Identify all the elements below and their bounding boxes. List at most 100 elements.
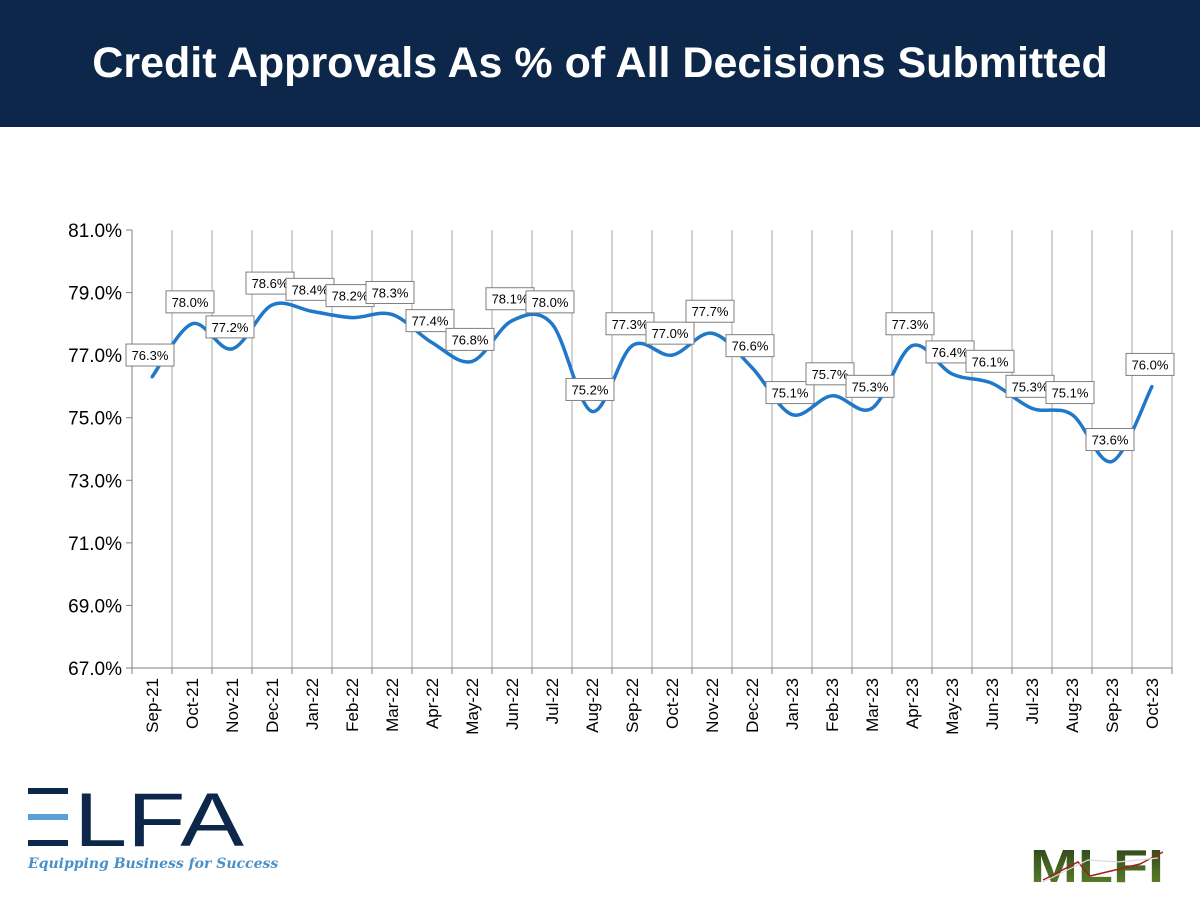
data-label-box: [1045, 381, 1095, 405]
y-tick-label: 69.0%: [68, 596, 122, 617]
data-point: [830, 394, 834, 398]
data-point: [990, 381, 994, 385]
x-tick-label: Jan-22: [303, 678, 322, 730]
data-point: [630, 344, 634, 348]
x-tick-label: Nov-22: [703, 678, 722, 733]
data-point: [270, 303, 274, 307]
data-label: 75.3%: [852, 379, 889, 394]
y-tick-label: 67.0%: [68, 659, 122, 680]
data-label: 77.3%: [892, 317, 929, 332]
data-label: 75.1%: [1052, 386, 1089, 401]
data-label: 76.8%: [452, 332, 489, 347]
x-tick-label: Aug-22: [583, 678, 602, 733]
x-tick-label: Jul-23: [1023, 678, 1042, 724]
data-point: [150, 375, 154, 379]
x-tick-label: Oct-21: [183, 678, 202, 729]
data-label: 76.1%: [972, 354, 1009, 369]
x-tick-label: Jun-22: [503, 678, 522, 730]
x-tick-label: Oct-22: [663, 678, 682, 729]
x-tick-label: Feb-23: [823, 678, 842, 732]
data-label: 73.6%: [1092, 433, 1129, 448]
data-label: 78.2%: [332, 289, 369, 304]
data-label: 78.4%: [292, 282, 329, 297]
x-tick-label: Jan-23: [783, 678, 802, 730]
x-tick-label: May-23: [943, 678, 962, 735]
x-tick-label: Sep-22: [623, 678, 642, 733]
data-label: 77.7%: [692, 304, 729, 319]
svg-text:MLFI: MLFI: [1030, 840, 1164, 888]
data-point: [510, 319, 514, 323]
x-tick-label: Nov-21: [223, 678, 242, 733]
data-label: 75.1%: [772, 386, 809, 401]
x-tick-label: Feb-22: [343, 678, 362, 732]
data-point: [1070, 413, 1074, 417]
data-point: [750, 366, 754, 370]
data-point: [230, 347, 234, 351]
data-label: 76.0%: [1132, 357, 1169, 372]
data-label: 78.0%: [172, 295, 209, 310]
data-point: [950, 372, 954, 376]
data-label: 78.3%: [372, 285, 409, 300]
data-point: [1030, 406, 1034, 410]
data-label-box: [525, 290, 575, 314]
elfa-logo: LFA: [28, 786, 244, 850]
data-point: [870, 406, 874, 410]
data-label-box: [885, 312, 935, 336]
x-tick-label: Dec-22: [743, 678, 762, 733]
y-tick-label: 71.0%: [68, 534, 122, 555]
y-tick-label: 75.0%: [68, 409, 122, 430]
data-label-box: [725, 334, 775, 358]
data-label-box: [365, 280, 415, 304]
data-label-box: [165, 290, 215, 314]
data-label-box: [685, 299, 735, 323]
x-tick-label: Apr-23: [903, 678, 922, 729]
x-tick-label: Jul-22: [543, 678, 562, 724]
x-tick-label: Jun-23: [983, 678, 1002, 730]
data-label: 78.0%: [532, 295, 569, 310]
data-point: [1150, 384, 1154, 388]
data-label-box: [965, 349, 1015, 373]
data-point: [390, 312, 394, 316]
data-label: 77.4%: [412, 314, 449, 329]
x-tick-label: Mar-22: [383, 678, 402, 732]
data-label-box: [205, 315, 255, 339]
data-label-box: [125, 343, 175, 367]
data-label-box: [645, 321, 695, 345]
data-label: 77.2%: [212, 320, 249, 335]
x-tick-label: Aug-23: [1063, 678, 1082, 733]
data-point: [710, 331, 714, 335]
mlfi-logo: MLFI: [1030, 840, 1164, 888]
x-tick-label: Sep-23: [1103, 678, 1122, 733]
data-label: 77.3%: [612, 317, 649, 332]
data-point: [310, 309, 314, 313]
data-label-box: [765, 381, 815, 405]
data-label: 76.3%: [132, 348, 169, 363]
title-banner: Credit Approvals As % of All Decisions S…: [0, 0, 1200, 127]
svg-text:LFA: LFA: [74, 786, 244, 850]
elfa-tagline: Equipping Business for Success: [28, 856, 279, 872]
y-tick-label: 77.0%: [68, 346, 122, 367]
data-label: 76.6%: [732, 339, 769, 354]
data-point: [190, 322, 194, 326]
data-label-box: [805, 362, 855, 386]
data-label: 75.7%: [812, 367, 849, 382]
data-label: 76.4%: [932, 345, 969, 360]
data-label-box: [1125, 352, 1175, 376]
data-label: 75.2%: [572, 382, 609, 397]
data-point: [550, 322, 554, 326]
x-tick-label: Mar-23: [863, 678, 882, 732]
data-point: [790, 413, 794, 417]
page-title: Credit Approvals As % of All Decisions S…: [92, 39, 1108, 87]
data-label: 75.3%: [1012, 379, 1049, 394]
data-label-box: [445, 327, 495, 351]
y-tick-label: 73.0%: [68, 471, 122, 492]
x-tick-label: Sep-21: [143, 678, 162, 733]
y-tick-label: 81.0%: [68, 221, 122, 242]
y-tick-label: 79.0%: [68, 284, 122, 305]
data-label-box: [1085, 428, 1135, 452]
data-point: [430, 341, 434, 345]
data-point: [1110, 460, 1114, 464]
data-label-box: [565, 377, 615, 401]
data-label: 78.6%: [252, 276, 289, 291]
